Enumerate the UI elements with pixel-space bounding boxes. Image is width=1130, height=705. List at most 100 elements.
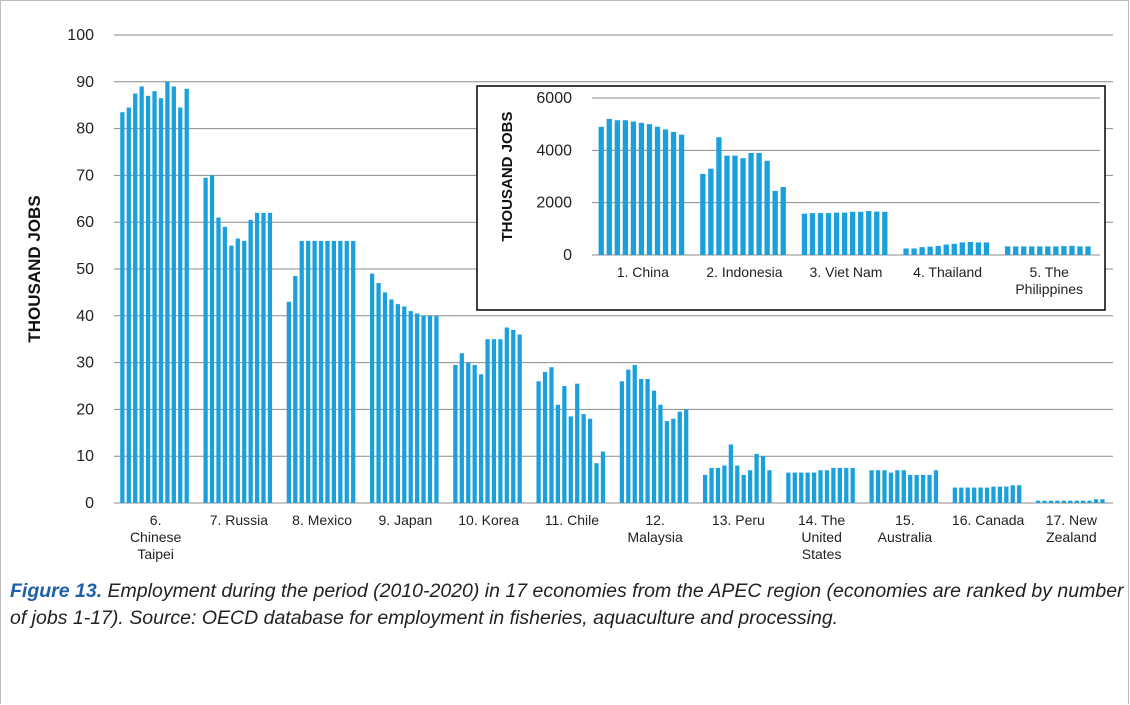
- inset-bar: [1005, 246, 1011, 255]
- main-bar: [325, 240, 330, 504]
- main-bar: [209, 175, 215, 503]
- figure-caption: Figure 13. Employment during the period …: [10, 578, 1125, 632]
- inset-bar: [975, 242, 982, 255]
- inset-bar: [841, 212, 848, 255]
- inset-bar: [882, 211, 888, 255]
- main-bar: [402, 306, 407, 503]
- inset-bar: [911, 248, 917, 255]
- main-bar: [818, 470, 823, 503]
- inset-bar: [874, 211, 880, 255]
- inset-bar: [983, 242, 990, 255]
- main-bar: [594, 463, 599, 503]
- inset-bar: [801, 213, 808, 255]
- main-bar: [555, 404, 561, 503]
- main-bar: [408, 311, 413, 503]
- main-bar: [542, 371, 548, 503]
- main-category-label: 10. Korea: [458, 512, 519, 528]
- inset-bar: [678, 134, 685, 255]
- main-bar: [575, 383, 580, 503]
- inset-bar: [732, 155, 738, 255]
- main-y-tick-label: 70: [76, 167, 94, 184]
- main-bar: [709, 467, 714, 503]
- main-category-label: 12. Malaysia: [628, 512, 683, 545]
- main-bar: [914, 474, 919, 503]
- inset-bar: [919, 247, 925, 255]
- main-bar: [587, 418, 593, 503]
- main-bar: [120, 112, 125, 503]
- main-bar: [927, 474, 932, 503]
- main-bar: [671, 418, 676, 503]
- inset-bar: [756, 152, 762, 255]
- main-bar: [965, 487, 970, 503]
- main-bar: [1042, 500, 1047, 503]
- main-bar: [581, 414, 586, 503]
- main-bar: [901, 470, 906, 503]
- main-bar: [754, 453, 759, 503]
- main-bar: [478, 374, 484, 503]
- main-bar: [1061, 500, 1066, 503]
- main-bar: [152, 91, 157, 503]
- main-bar: [702, 474, 708, 503]
- inset-bar: [927, 246, 933, 255]
- main-y-tick-label: 90: [76, 74, 94, 91]
- main-bar: [415, 313, 420, 503]
- inset-frame: [476, 85, 1106, 311]
- main-bar: [805, 472, 810, 503]
- main-category-label: 8. Mexico: [292, 512, 352, 528]
- main-bar: [504, 327, 509, 503]
- main-bar: [133, 93, 138, 503]
- inset-y-tick-label: 0: [563, 247, 572, 264]
- inset-y-axis-title: THOUSAND JOBS: [499, 111, 516, 241]
- main-y-tick-label: 0: [85, 495, 94, 512]
- main-bar: [562, 386, 567, 503]
- main-category-label: 16. Canada: [952, 512, 1025, 528]
- main-bar: [1055, 500, 1060, 503]
- main-bar: [619, 381, 624, 503]
- main-category-label: 6. Chinese Taipei: [130, 512, 182, 562]
- inset-y-tick-label: 6000: [536, 90, 572, 107]
- main-bar: [664, 421, 670, 503]
- main-bar: [235, 238, 240, 503]
- main-category-label: 13. Peru: [712, 512, 765, 528]
- main-bar: [216, 217, 221, 503]
- inset-bar: [1037, 246, 1043, 255]
- main-bar: [382, 292, 388, 503]
- main-bar: [908, 474, 913, 503]
- main-bar: [1017, 485, 1022, 503]
- inset-bar: [951, 243, 957, 255]
- main-bar: [344, 240, 349, 504]
- main-bar: [799, 472, 804, 503]
- main-bar: [632, 364, 637, 503]
- main-bar: [997, 486, 1003, 503]
- main-bar: [824, 470, 830, 503]
- main-bar: [1035, 500, 1041, 503]
- main-bar: [485, 339, 490, 503]
- main-bar: [1074, 500, 1079, 503]
- inset-y-tick-label: 4000: [536, 142, 572, 159]
- main-bar: [459, 353, 464, 503]
- main-bar: [491, 339, 497, 503]
- main-bar: [139, 86, 144, 503]
- inset-category-label: 5. The Philippines: [1015, 264, 1083, 297]
- inset-bar: [850, 211, 856, 255]
- main-bar: [126, 107, 131, 503]
- inset-bar: [943, 244, 949, 255]
- main-bar: [735, 465, 740, 503]
- main-y-tick-label: 60: [76, 214, 94, 231]
- inset-bar: [598, 126, 604, 255]
- main-bar: [229, 245, 234, 503]
- main-bar: [978, 487, 983, 503]
- main-bar: [651, 390, 657, 503]
- main-bar: [568, 416, 573, 503]
- inset-bar: [935, 245, 941, 255]
- main-bar: [318, 240, 324, 504]
- main-bar: [600, 451, 606, 503]
- main-bar: [888, 472, 894, 503]
- main-bar: [677, 411, 682, 503]
- main-bar: [1004, 486, 1009, 503]
- main-bar: [844, 467, 849, 503]
- main-bar: [511, 329, 516, 503]
- inset-bar: [622, 120, 629, 256]
- main-bar: [331, 240, 337, 504]
